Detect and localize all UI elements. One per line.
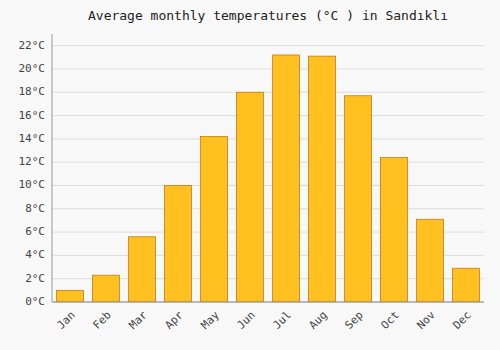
bars [57, 55, 480, 302]
grid-line [52, 115, 484, 116]
bar [309, 56, 336, 302]
bar [453, 268, 480, 302]
y-tick-label: 10°C [19, 178, 46, 191]
y-tick-label: 22°C [19, 39, 46, 52]
bar [273, 55, 300, 302]
x-tick-label: Oct [379, 309, 402, 332]
grid-line [52, 162, 484, 163]
x-tick-label: Apr [163, 308, 187, 332]
grid-line [52, 45, 484, 46]
bar [93, 275, 120, 302]
y-tick-label: 2°C [25, 272, 45, 285]
grid-line [52, 138, 484, 139]
chart: 0°C 2°C 4°C 6°C 8°C 10°C 12°C 14°C 16°C 18°C 20°C 2… [0, 0, 500, 350]
x-tick-label: Aug [307, 309, 330, 332]
title: Average monthly temperatures (°C ) in Sa… [88, 8, 448, 23]
bar [381, 158, 408, 302]
x-tick-label: Mar [127, 308, 151, 332]
x-tick-label: Jul [271, 309, 294, 332]
bar [129, 237, 156, 302]
x-tick-label: Nov [415, 308, 439, 332]
grid-line [52, 208, 484, 209]
y-axis-line [52, 34, 53, 302]
y-tick-label: 8°C [25, 202, 45, 215]
bar [345, 96, 372, 302]
grid-line [52, 68, 484, 69]
y-axis: 0°C 2°C 4°C 6°C 8°C 10°C 12°C 14°C 16°C 18°C 20°C 2… [19, 39, 485, 308]
x-tick-label: Jan [55, 309, 78, 332]
y-tick-label: 18°C [19, 85, 46, 98]
grid-line [52, 302, 484, 303]
y-tick-label: 4°C [25, 248, 45, 261]
grid-line [52, 185, 484, 186]
bar [237, 92, 264, 302]
bar [417, 219, 444, 302]
y-tick-label: 20°C [19, 62, 46, 75]
background [0, 0, 500, 350]
y-tick-label: 12°C [19, 155, 46, 168]
grid-line [52, 92, 484, 93]
x-axis-line [52, 302, 484, 303]
bar [165, 185, 192, 302]
x-tick-label: May [199, 308, 223, 332]
y-tick-label: 6°C [25, 225, 45, 238]
y-tick-label: 14°C [19, 132, 46, 145]
y-tick-label: 16°C [19, 109, 46, 122]
x-tick-label: Dec [451, 309, 474, 332]
bar [201, 137, 228, 302]
x-tick-label: Feb [91, 309, 114, 332]
x-tick-label: Sep [343, 309, 366, 332]
x-axis: Jan Feb Mar Apr May Jun Jul Aug Sep Oct Nov Dec [52, 302, 484, 332]
x-tick-label: Jun [235, 309, 258, 332]
bar [57, 290, 84, 302]
y-tick-label: 0°C [25, 295, 45, 308]
